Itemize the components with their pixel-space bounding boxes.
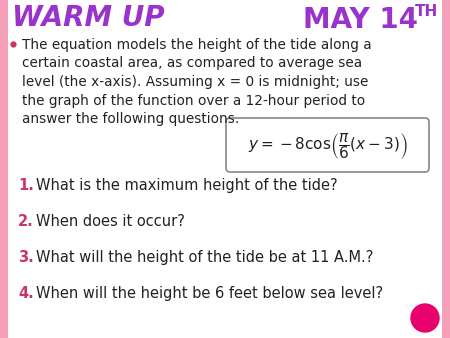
Text: 4.: 4. [18,286,34,301]
Text: 2.: 2. [18,214,34,229]
Text: When will the height be 6 feet below sea level?: When will the height be 6 feet below sea… [36,286,383,301]
Text: TH: TH [415,4,438,19]
Circle shape [411,304,439,332]
Text: certain coastal area, as compared to average sea: certain coastal area, as compared to ave… [22,56,362,71]
Text: What is the maximum height of the tide?: What is the maximum height of the tide? [36,178,338,193]
FancyBboxPatch shape [226,118,429,172]
Text: MAY 14: MAY 14 [303,6,418,34]
Bar [0,0,8,338]
Text: answer the following questions.: answer the following questions. [22,112,239,126]
Text: 1.: 1. [18,178,34,193]
Text: WARM UP: WARM UP [12,4,165,32]
Text: level (the x-axis). Assuming x = 0 is midnight; use: level (the x-axis). Assuming x = 0 is mi… [22,75,369,89]
Text: $y = -8\cos\!\left(\dfrac{\pi}{6}(x-3)\right)$: $y = -8\cos\!\left(\dfrac{\pi}{6}(x-3)\r… [248,131,407,161]
Text: the graph of the function over a 12-hour period to: the graph of the function over a 12-hour… [22,94,365,107]
Bar [442,0,450,338]
Text: When does it occur?: When does it occur? [36,214,185,229]
Text: The equation models the height of the tide along a: The equation models the height of the ti… [22,38,372,52]
Text: 3.: 3. [18,250,34,265]
Text: What will the height of the tide be at 11 A.M.?: What will the height of the tide be at 1… [36,250,374,265]
